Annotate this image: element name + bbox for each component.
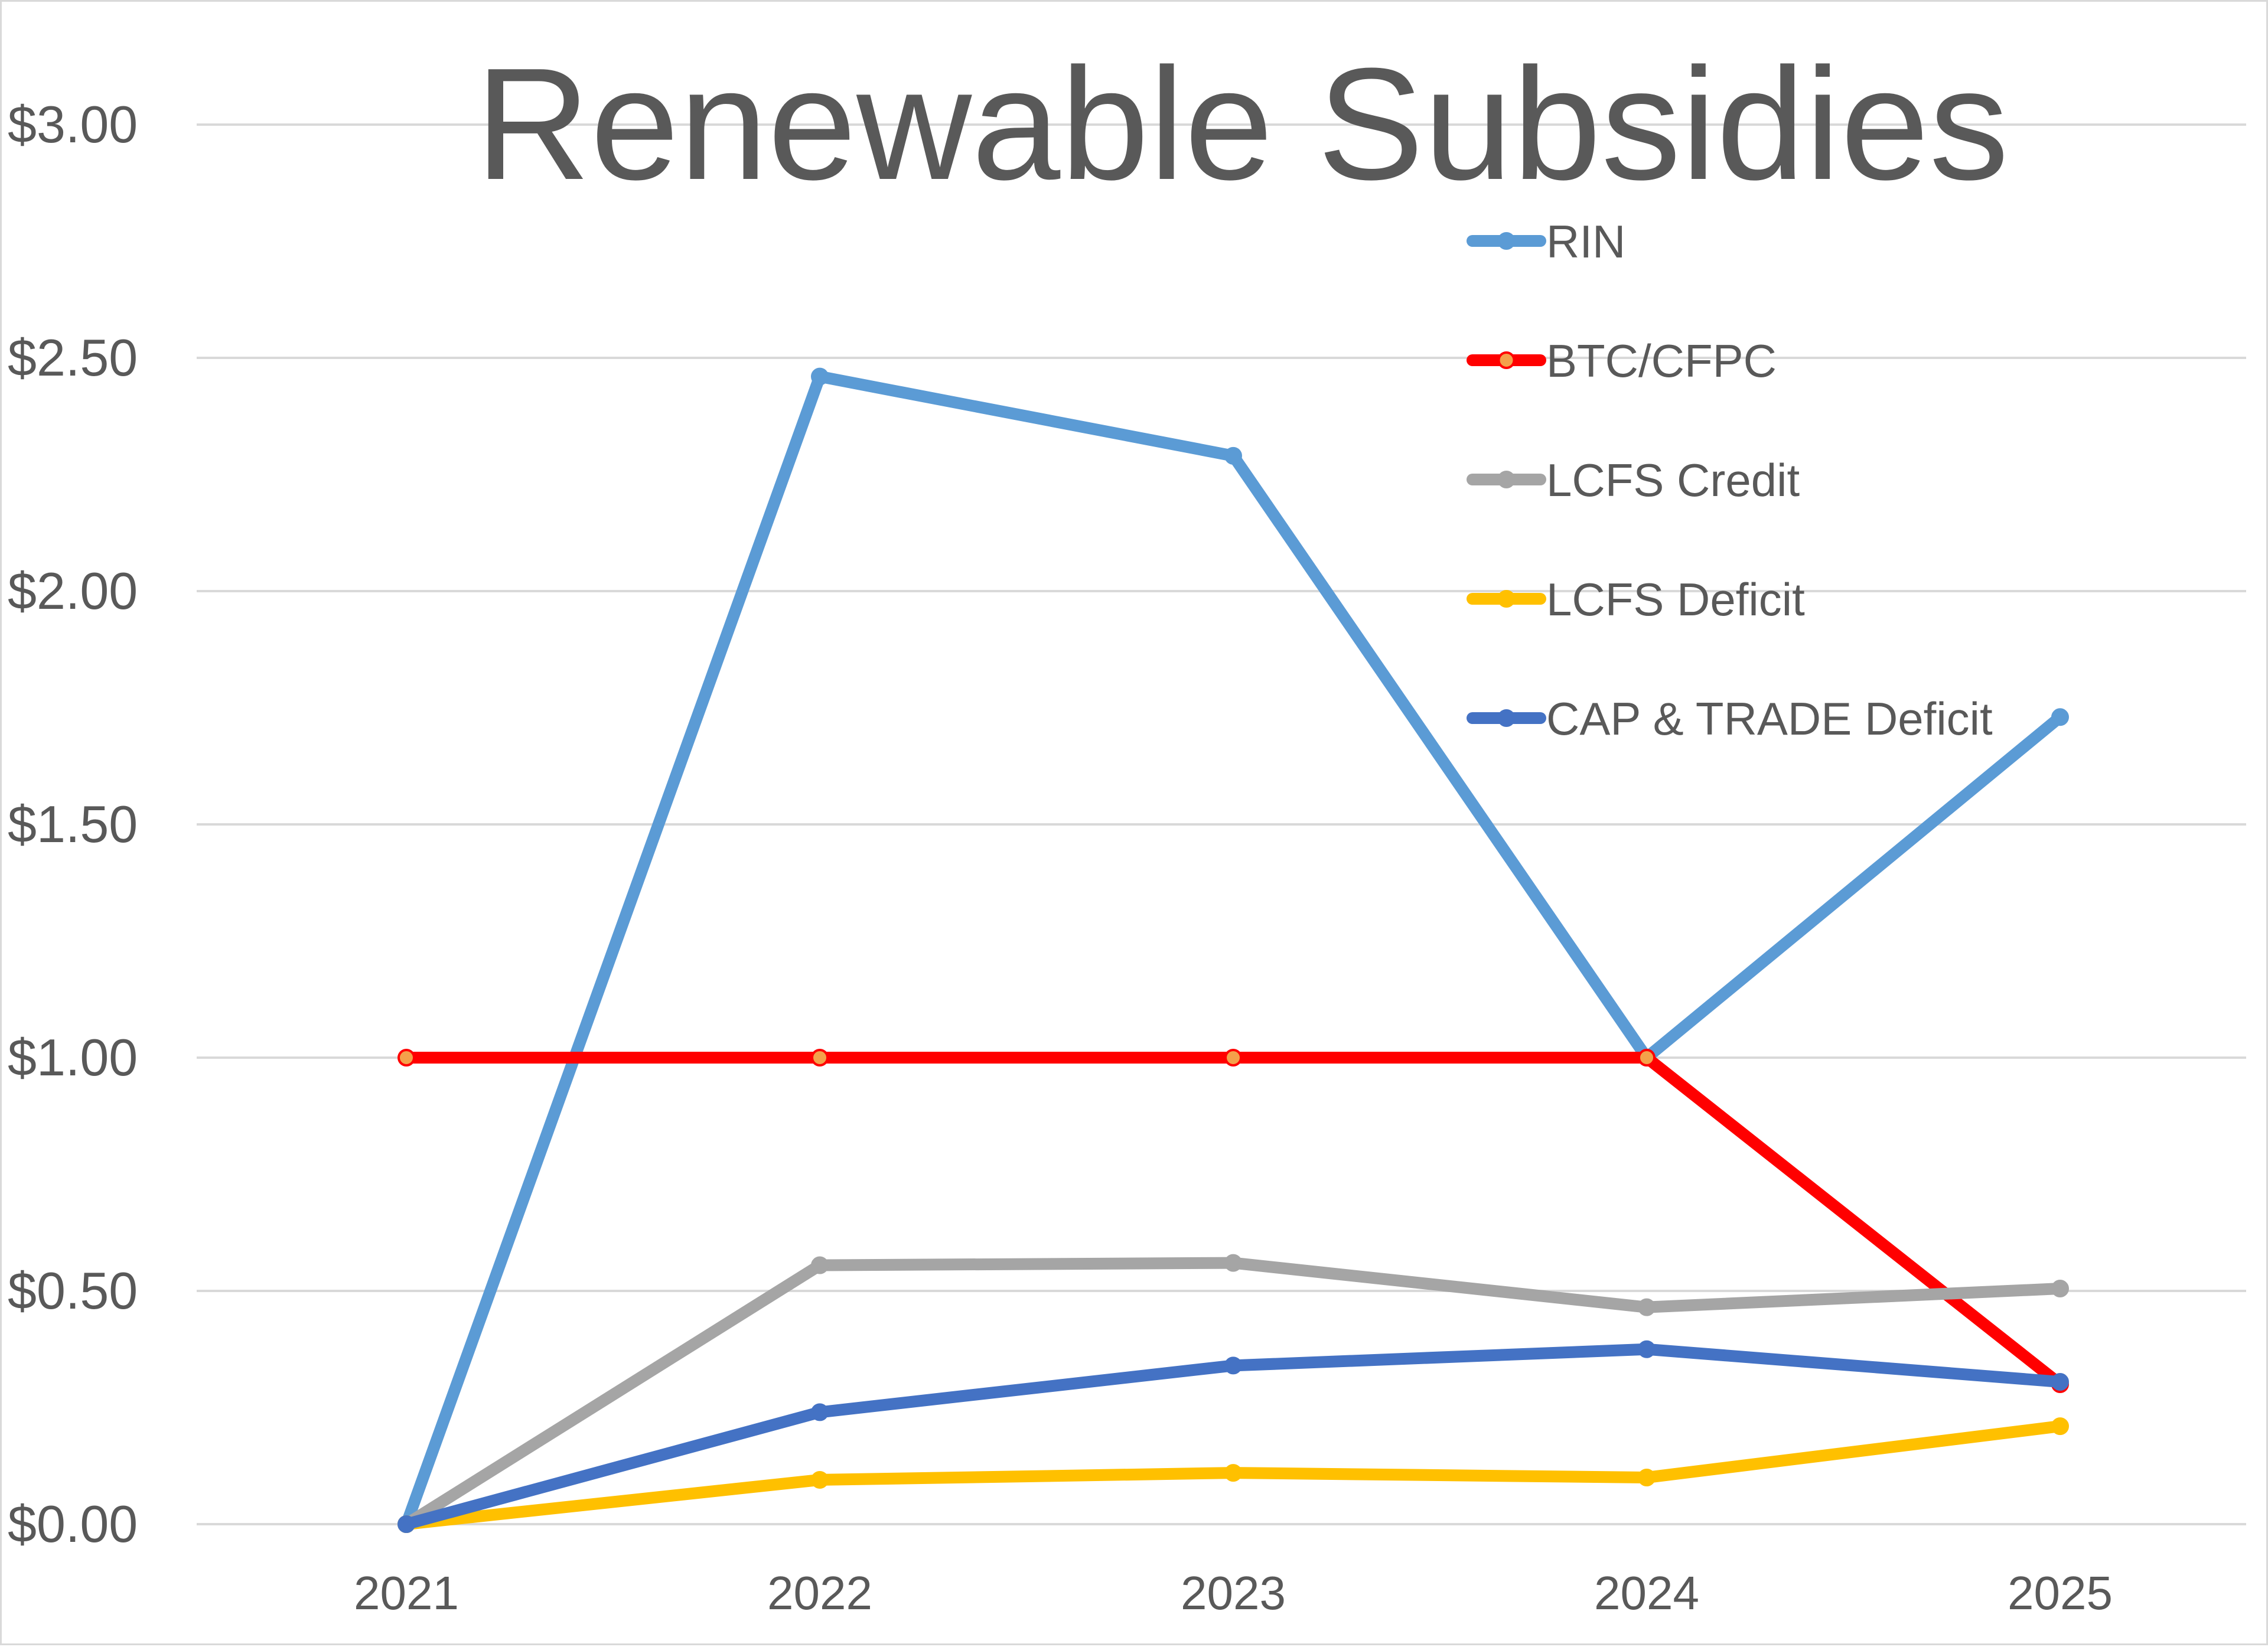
series-line: [400, 370, 2066, 1530]
y-tick-label: $1.00: [8, 1028, 138, 1087]
data-point: [397, 1515, 415, 1533]
y-tick-label: $1.50: [8, 795, 138, 853]
series-line: [400, 1257, 2066, 1530]
legend-item: RIN: [1467, 216, 1625, 268]
data-point: [1224, 1049, 1242, 1067]
series-lcfs-deficit: [397, 1417, 2069, 1533]
data-point: [811, 1470, 829, 1489]
y-tick-label: $2.00: [8, 562, 138, 620]
legend-label: LCFS Deficit: [1546, 573, 1805, 625]
data-point: [811, 1256, 829, 1274]
legend-label: LCFS Credit: [1546, 454, 1800, 506]
data-point: [1638, 1340, 1656, 1358]
legend-swatch-marker: [1497, 709, 1516, 727]
chart-title: Renewable Subsidies: [475, 35, 2009, 213]
data-point: [1224, 1254, 1242, 1272]
legend-swatch-marker: [1497, 471, 1516, 488]
y-tick-label: $2.50: [8, 328, 138, 387]
x-tick-label: 2022: [767, 1567, 872, 1619]
data-point: [397, 1049, 415, 1067]
legend-label: BTC/CFPC: [1546, 335, 1777, 387]
data-point: [2051, 1373, 2069, 1391]
y-tick-label: $0.00: [8, 1495, 138, 1553]
legend-item: LCFS Deficit: [1467, 573, 1805, 625]
data-point: [811, 1403, 829, 1421]
legend-swatch-marker: [1497, 351, 1516, 369]
series-lcfs-credit: [397, 1254, 2069, 1533]
series-cap-trade-deficit: [397, 1340, 2069, 1533]
data-point: [2051, 1417, 2069, 1436]
legend-label: RIN: [1546, 216, 1625, 268]
y-tick-label: $0.50: [8, 1261, 138, 1320]
legend-item: LCFS Credit: [1467, 454, 1800, 506]
x-tick-label: 2021: [354, 1567, 459, 1619]
x-axis-ticks: 2021 2022 2023 2024 2025: [354, 1567, 2113, 1619]
data-point: [2051, 708, 2069, 726]
series-line: [400, 1052, 2066, 1390]
data-point: [1224, 1464, 1242, 1482]
legend-swatch-marker: [1497, 590, 1516, 608]
data-point: [1638, 1298, 1656, 1316]
y-tick-label: $3.00: [8, 95, 138, 154]
data-point: [811, 367, 829, 386]
legend-item: BTC/CFPC: [1467, 335, 1777, 387]
series-lines: [397, 367, 2069, 1533]
legend: RIN BTC/CFPC LCFS Credit LCFS Deficit CAP & …: [1467, 216, 1993, 745]
x-tick-label: 2024: [1594, 1567, 1699, 1619]
x-tick-label: 2025: [2008, 1567, 2113, 1619]
data-point: [1638, 1049, 1656, 1067]
legend-label: CAP & TRADE Deficit: [1546, 693, 1993, 745]
data-point: [1638, 1469, 1656, 1486]
y-axis-ticks: $0.00 $0.50 $1.00 $1.50 $2.00 $2.50 $3.00: [8, 95, 138, 1553]
legend-item: CAP & TRADE Deficit: [1467, 693, 1993, 745]
x-tick-label: 2023: [1181, 1567, 1286, 1619]
data-point: [2051, 1280, 2069, 1298]
data-point: [1224, 446, 1242, 465]
series-btc-cfpc: [397, 1049, 2069, 1393]
data-point: [811, 1049, 829, 1067]
legend-swatch-marker: [1497, 232, 1516, 250]
data-point: [1224, 1356, 1242, 1375]
